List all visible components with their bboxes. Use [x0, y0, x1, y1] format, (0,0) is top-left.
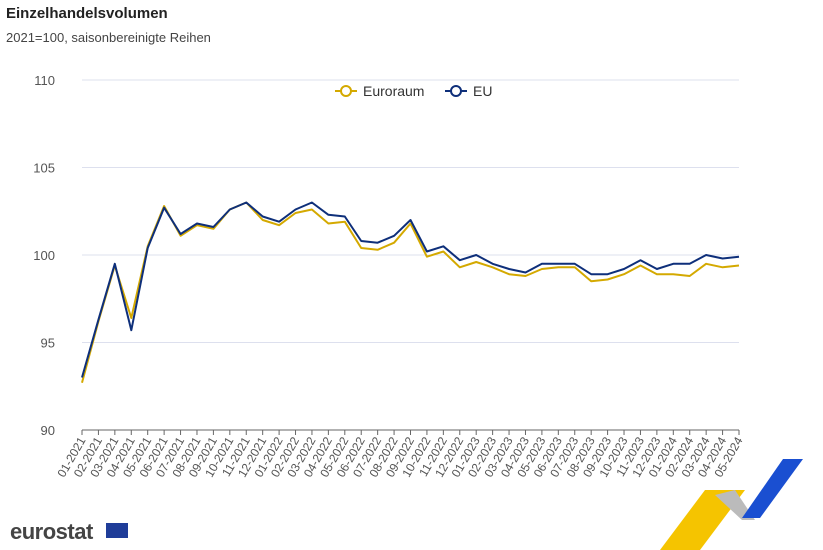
legend-label: EU [473, 83, 492, 99]
y-tick-label: 105 [33, 161, 55, 176]
y-tick-label: 110 [34, 73, 55, 88]
legend-marker [450, 85, 462, 97]
y-tick-label: 90 [41, 423, 55, 438]
chart-title: Einzelhandelsvolumen [6, 5, 168, 22]
eurostat-logo: eurostat [10, 519, 93, 544]
decor-stripe-yellow [660, 490, 745, 550]
eu-flag-icon [106, 523, 128, 538]
decor-stripe-grey [715, 490, 755, 520]
y-tick-label: 95 [41, 336, 55, 351]
series-line-euroraum [81, 201, 740, 383]
series-line-eu [81, 201, 740, 378]
legend-marker [340, 85, 352, 97]
decor-stripe-blue [742, 459, 803, 518]
legend-label: Euroraum [363, 83, 424, 99]
y-tick-label: 100 [33, 248, 55, 263]
chart-subtitle: 2021=100, saisonbereinigte Reihen [6, 30, 211, 45]
